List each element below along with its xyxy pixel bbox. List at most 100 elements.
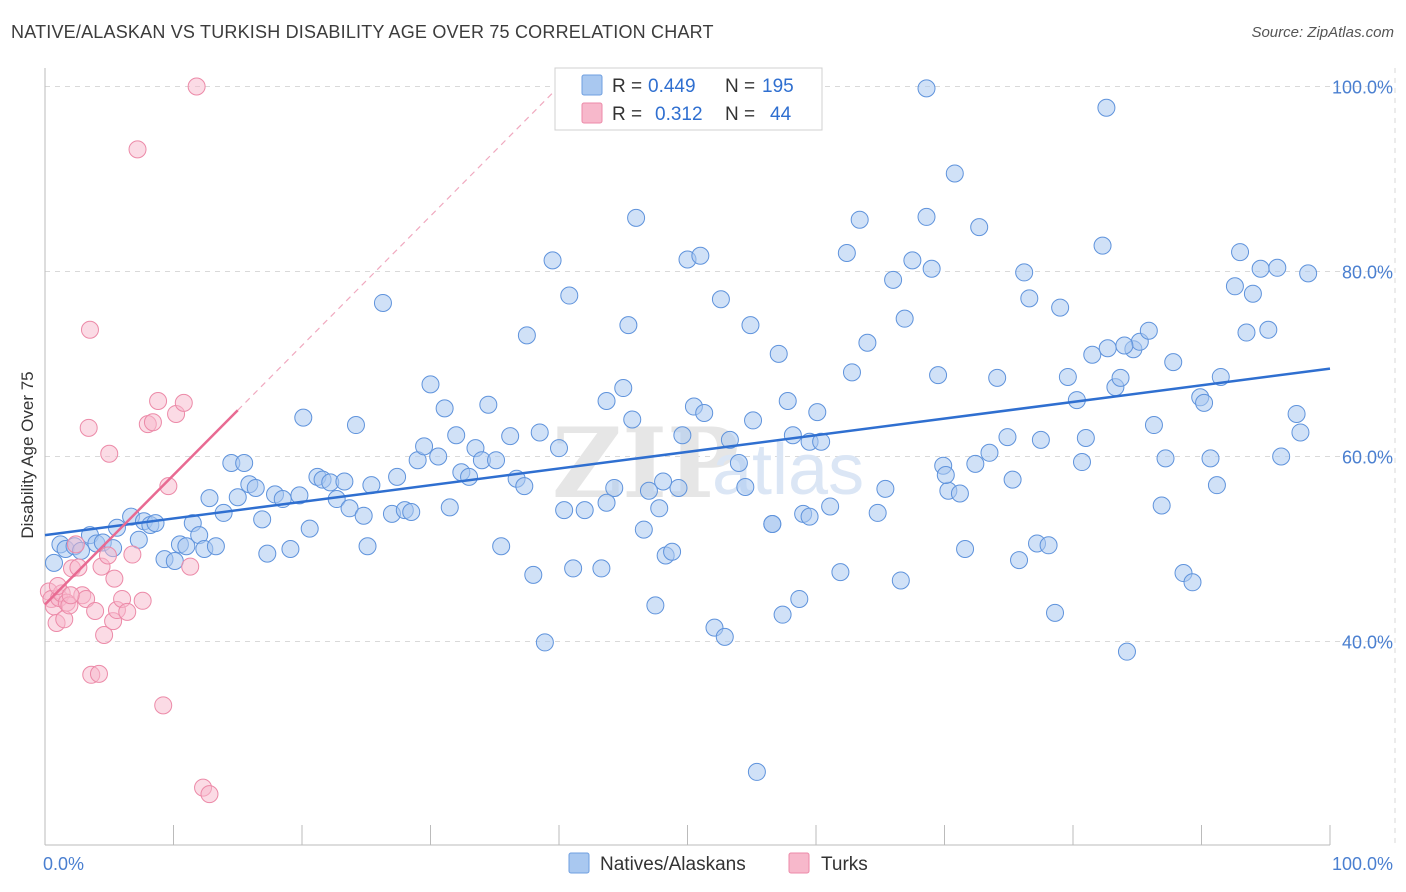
legend-n-label-1: N = bbox=[725, 76, 755, 97]
legend-swatch-turks bbox=[581, 102, 603, 124]
x-tick-label-min: 0.0% bbox=[43, 854, 84, 874]
turks-point bbox=[69, 558, 88, 577]
natives-point bbox=[945, 164, 964, 183]
natives-point bbox=[165, 552, 184, 571]
natives-point bbox=[956, 540, 975, 558]
natives-point bbox=[988, 368, 1007, 387]
natives-point bbox=[1098, 339, 1117, 358]
natives-point bbox=[479, 395, 498, 414]
natives-point bbox=[744, 411, 763, 430]
natives-point bbox=[669, 478, 688, 497]
natives-point bbox=[605, 478, 624, 497]
natives-point bbox=[294, 408, 313, 427]
natives-point bbox=[429, 447, 448, 466]
natives-point bbox=[1287, 404, 1306, 423]
turks-point bbox=[143, 413, 162, 432]
legend-r-label-1: R = bbox=[612, 76, 642, 97]
natives-point bbox=[1097, 98, 1116, 117]
natives-point bbox=[1117, 642, 1136, 661]
x-tick-labels: 0.0% 100.0% bbox=[43, 854, 1393, 874]
y-tick-labels: 40.0% 60.0% 80.0% 100.0% bbox=[1332, 78, 1393, 653]
natives-point bbox=[950, 484, 969, 503]
natives-point bbox=[1058, 367, 1077, 386]
watermark: ZIP atlas bbox=[552, 407, 864, 520]
natives-point bbox=[691, 246, 710, 265]
natives-point bbox=[831, 563, 850, 582]
series-legend: Natives/Alaskans Turks bbox=[568, 852, 868, 875]
legend-r-value-1: 0.449 bbox=[648, 76, 696, 97]
legend-r-label-2: R = bbox=[612, 104, 642, 125]
bottom-legend-swatch-natives bbox=[568, 852, 590, 874]
natives-point bbox=[1072, 453, 1091, 472]
natives-point bbox=[1139, 321, 1158, 340]
natives-point bbox=[808, 403, 827, 422]
natives-point bbox=[524, 565, 543, 584]
natives-point bbox=[1051, 298, 1070, 317]
natives-point bbox=[1111, 368, 1130, 387]
bottom-legend-label-natives: Natives/Alaskans bbox=[600, 854, 746, 875]
natives-point bbox=[1272, 447, 1291, 466]
natives-point bbox=[673, 426, 692, 445]
natives-point bbox=[253, 510, 272, 529]
turks-point bbox=[128, 140, 147, 159]
natives-point bbox=[560, 286, 579, 305]
natives-point bbox=[358, 537, 377, 556]
natives-point bbox=[778, 392, 797, 410]
source-label: Source: ZipAtlas.com bbox=[1251, 24, 1394, 41]
natives-point bbox=[1268, 258, 1287, 277]
turks-trend-line bbox=[44, 409, 239, 606]
natives-point bbox=[1003, 470, 1022, 489]
turks-point bbox=[187, 77, 206, 96]
natives-point bbox=[530, 423, 549, 442]
natives-point bbox=[998, 428, 1017, 447]
natives-trend-line bbox=[44, 367, 1331, 537]
natives-point bbox=[850, 210, 869, 229]
natives-point bbox=[1039, 536, 1058, 555]
turks-point bbox=[66, 535, 85, 554]
natives-point bbox=[627, 208, 646, 227]
natives-point bbox=[1031, 430, 1050, 449]
natives-alaskans-points bbox=[44, 79, 1318, 781]
natives-point bbox=[354, 506, 373, 525]
natives-point bbox=[895, 309, 914, 328]
natives-point bbox=[783, 426, 802, 445]
natives-point bbox=[290, 486, 309, 505]
natives-point bbox=[281, 540, 300, 558]
natives-point bbox=[917, 79, 936, 98]
natives-point bbox=[44, 553, 63, 572]
natives-point bbox=[435, 399, 454, 418]
natives-point bbox=[246, 478, 265, 497]
turks-point bbox=[154, 696, 173, 715]
natives-point bbox=[1207, 476, 1226, 495]
natives-point bbox=[747, 762, 766, 781]
natives-point bbox=[1015, 263, 1034, 282]
y-tick-label-100: 100.0% bbox=[1332, 78, 1393, 98]
legend-n-value-2: 44 bbox=[770, 104, 792, 125]
turks-point bbox=[61, 586, 80, 605]
natives-point bbox=[1201, 449, 1220, 468]
natives-point bbox=[200, 489, 219, 508]
turks-point bbox=[79, 418, 98, 437]
pink-trend-extension bbox=[237, 67, 578, 411]
natives-point bbox=[340, 499, 359, 518]
natives-point bbox=[970, 218, 989, 237]
natives-point bbox=[837, 244, 856, 262]
natives-point bbox=[388, 467, 407, 486]
turks-point bbox=[118, 602, 137, 621]
natives-point bbox=[654, 472, 673, 491]
natives-point bbox=[373, 293, 392, 312]
turks-trend-extension bbox=[237, 67, 578, 411]
natives-point bbox=[1115, 336, 1134, 355]
natives-point bbox=[650, 499, 669, 518]
natives-point bbox=[1251, 259, 1270, 278]
natives-point bbox=[447, 426, 466, 445]
x-tick-label-max: 100.0% bbox=[1332, 854, 1393, 874]
natives-point bbox=[763, 515, 782, 534]
stats-legend: R = 0.449 N = 195 R = 0.312 N = 44 bbox=[554, 67, 823, 131]
natives-point bbox=[177, 537, 196, 556]
natives-point bbox=[884, 270, 903, 289]
natives-point bbox=[460, 467, 479, 486]
natives-point bbox=[922, 259, 941, 278]
turks-point bbox=[133, 591, 152, 610]
natives-point bbox=[597, 392, 616, 410]
